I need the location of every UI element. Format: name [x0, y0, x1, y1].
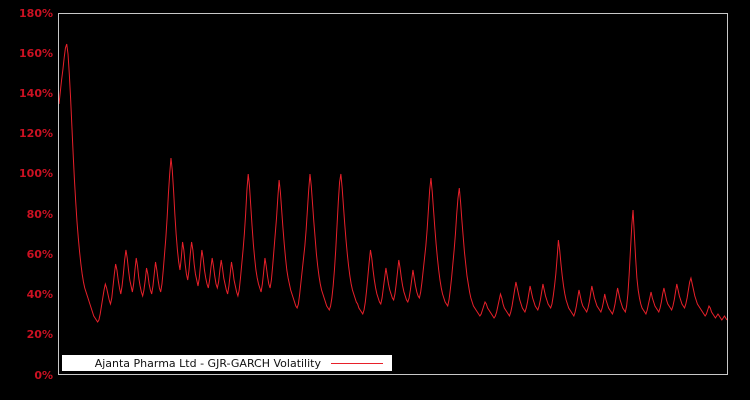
y-tick-label: 40%	[26, 288, 53, 302]
legend-label: Ajanta Pharma Ltd - GJR-GARCH Volatility	[94, 356, 321, 370]
legend-line-swatch	[331, 362, 383, 364]
series-canvas	[59, 43, 727, 323]
y-axis-tick-labels: 0% 20% 40% 60% 80% 100% 120% 140% 160% 180%	[0, 0, 53, 400]
legend-box: Ajanta Pharma Ltd - GJR-GARCH Volatility	[62, 355, 392, 371]
y-tick-label: 160%	[19, 46, 53, 60]
plot-area	[58, 13, 728, 375]
y-tick-label: 20%	[26, 328, 53, 342]
y-tick-label: 120%	[19, 127, 53, 141]
y-tick-label: 0%	[34, 368, 53, 382]
y-tick-label: 100%	[19, 167, 53, 181]
y-tick-label: 60%	[26, 247, 53, 261]
y-tick-label: 140%	[19, 86, 53, 100]
y-tick-label: 180%	[19, 6, 53, 20]
y-tick-label: 80%	[26, 207, 53, 221]
volatility-line	[59, 43, 727, 323]
